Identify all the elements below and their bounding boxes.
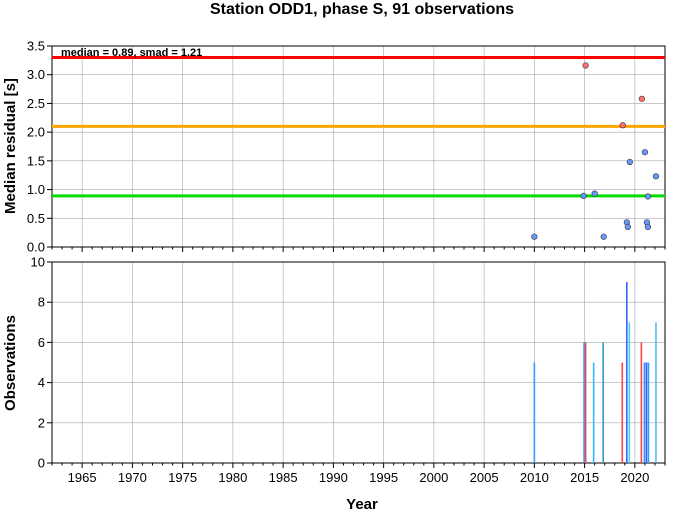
count-bar <box>621 362 624 463</box>
observations-y-tick-label: 8 <box>38 295 45 310</box>
bottom-y-axis-title: Observations <box>2 315 19 411</box>
residual-y-tick-label: 3.5 <box>27 39 45 54</box>
observations-x-tick-label: 1965 <box>68 470 97 485</box>
data-point <box>644 223 652 230</box>
data-point <box>582 62 589 69</box>
residual-y-tick-label: 1.5 <box>27 153 45 168</box>
observations-y-tick-label: 0 <box>38 456 45 471</box>
observations-frame <box>51 261 666 464</box>
observations-x-tick-label: 1975 <box>168 470 197 485</box>
data-point <box>641 149 649 156</box>
count-bar <box>533 362 536 463</box>
count-bar <box>643 362 646 463</box>
count-bar <box>628 322 631 463</box>
count-bar <box>645 362 648 463</box>
data-point <box>644 193 652 200</box>
residual-y-tick-label: 0.0 <box>27 240 45 255</box>
observations-x-tick-label: 2015 <box>570 470 599 485</box>
observations-x-tick-label: 2010 <box>520 470 549 485</box>
observations-x-tick-label: 2005 <box>470 470 499 485</box>
observations-x-tick-label: 1985 <box>269 470 298 485</box>
observations-y-tick-label: 10 <box>31 255 45 270</box>
residual-y-tick-label: 3.0 <box>27 67 45 82</box>
median-annotation: median = 0.89, smad = 1.21 <box>61 47 202 59</box>
data-point <box>638 95 645 102</box>
count-bar <box>583 342 585 463</box>
residual-y-tick-label: 0.5 <box>27 211 45 226</box>
chart-title: Station ODD1, phase S, 91 observations <box>210 1 514 18</box>
residual-y-tick-label: 2.0 <box>27 125 45 140</box>
observations-x-tick-label: 1995 <box>369 470 398 485</box>
observations-y-tick-label: 4 <box>38 375 45 390</box>
count-bar <box>626 282 628 463</box>
count-bar <box>592 362 595 463</box>
observations-x-tick-label: 1990 <box>319 470 348 485</box>
count-bar <box>640 342 643 463</box>
observations-y-tick-label: 6 <box>38 335 45 350</box>
data-point <box>580 192 587 199</box>
observations-x-tick-label: 2020 <box>620 470 649 485</box>
data-point <box>626 158 633 166</box>
residual-y-tick-label: 1.0 <box>27 182 45 197</box>
data-point <box>652 173 660 180</box>
observations-x-tick-label: 1980 <box>218 470 247 485</box>
data-point <box>531 233 538 240</box>
residual-frame <box>51 45 666 248</box>
data-point <box>619 122 626 129</box>
count-bar <box>584 342 587 463</box>
observations-x-tick-label: 2000 <box>419 470 448 485</box>
data-point <box>591 190 598 197</box>
observations-x-tick-label: 1970 <box>118 470 147 485</box>
data-point <box>624 223 631 230</box>
data-point <box>600 233 607 240</box>
count-bar <box>602 342 604 463</box>
residual-panel: 0.0 0.5 1.0 1.5 2.0 2.5 3.0 3.5 <box>27 39 666 255</box>
x-axis-title: Year <box>346 496 378 511</box>
residual-y-tick-label: 2.5 <box>27 96 45 111</box>
count-bar <box>655 322 657 463</box>
count-bar <box>647 362 650 463</box>
observations-y-tick-label: 2 <box>38 415 45 430</box>
top-y-axis-title: Median residual [s] <box>2 78 19 214</box>
observations-panel: 0 2 4 6 8 10 1965 1970 1975 1980 1985 1990 1995 2000 2… <box>31 255 666 485</box>
